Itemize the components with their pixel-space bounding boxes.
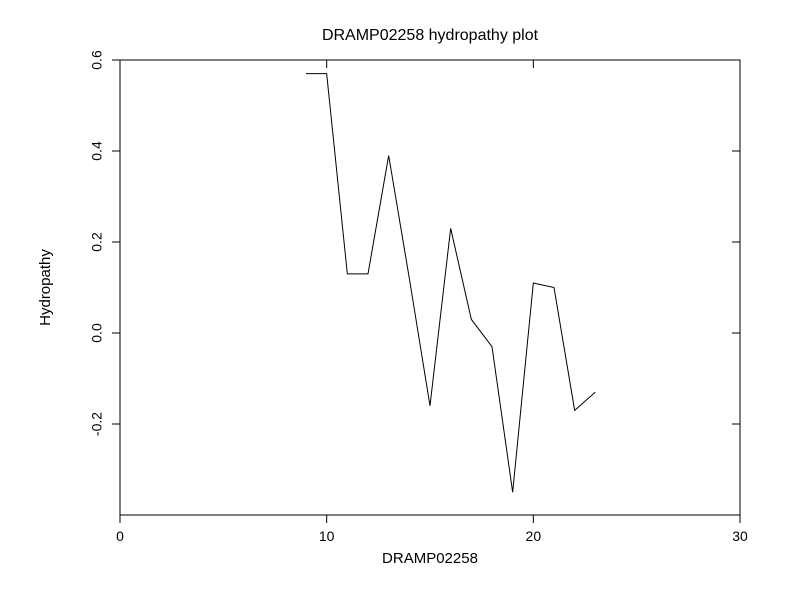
y-tick-label: 0.0 bbox=[89, 323, 105, 343]
x-tick-label: 10 bbox=[319, 528, 335, 544]
y-axis-label: Hydropathy bbox=[37, 249, 54, 326]
plot-border bbox=[120, 60, 740, 515]
y-tick-label: 0.6 bbox=[89, 50, 105, 70]
x-tick-label: 0 bbox=[116, 528, 124, 544]
data-series-line bbox=[306, 74, 595, 493]
chart-svg: 0 10 20 30 -0.2 0.0 0.2 0.4 0.6 DRAMP02258 hydrop… bbox=[0, 0, 800, 600]
chart-title: DRAMP02258 hydropathy plot bbox=[322, 27, 539, 44]
y-tick-label: 0.2 bbox=[89, 232, 105, 252]
y-tick-label: -0.2 bbox=[89, 412, 105, 436]
x-tick-label: 30 bbox=[732, 528, 748, 544]
y-tick-label: 0.4 bbox=[89, 141, 105, 161]
hydropathy-chart: 0 10 20 30 -0.2 0.0 0.2 0.4 0.6 DRAMP02258 hydrop… bbox=[0, 0, 800, 600]
x-tick-label: 20 bbox=[526, 528, 542, 544]
x-axis-label: DRAMP02258 bbox=[382, 550, 478, 567]
